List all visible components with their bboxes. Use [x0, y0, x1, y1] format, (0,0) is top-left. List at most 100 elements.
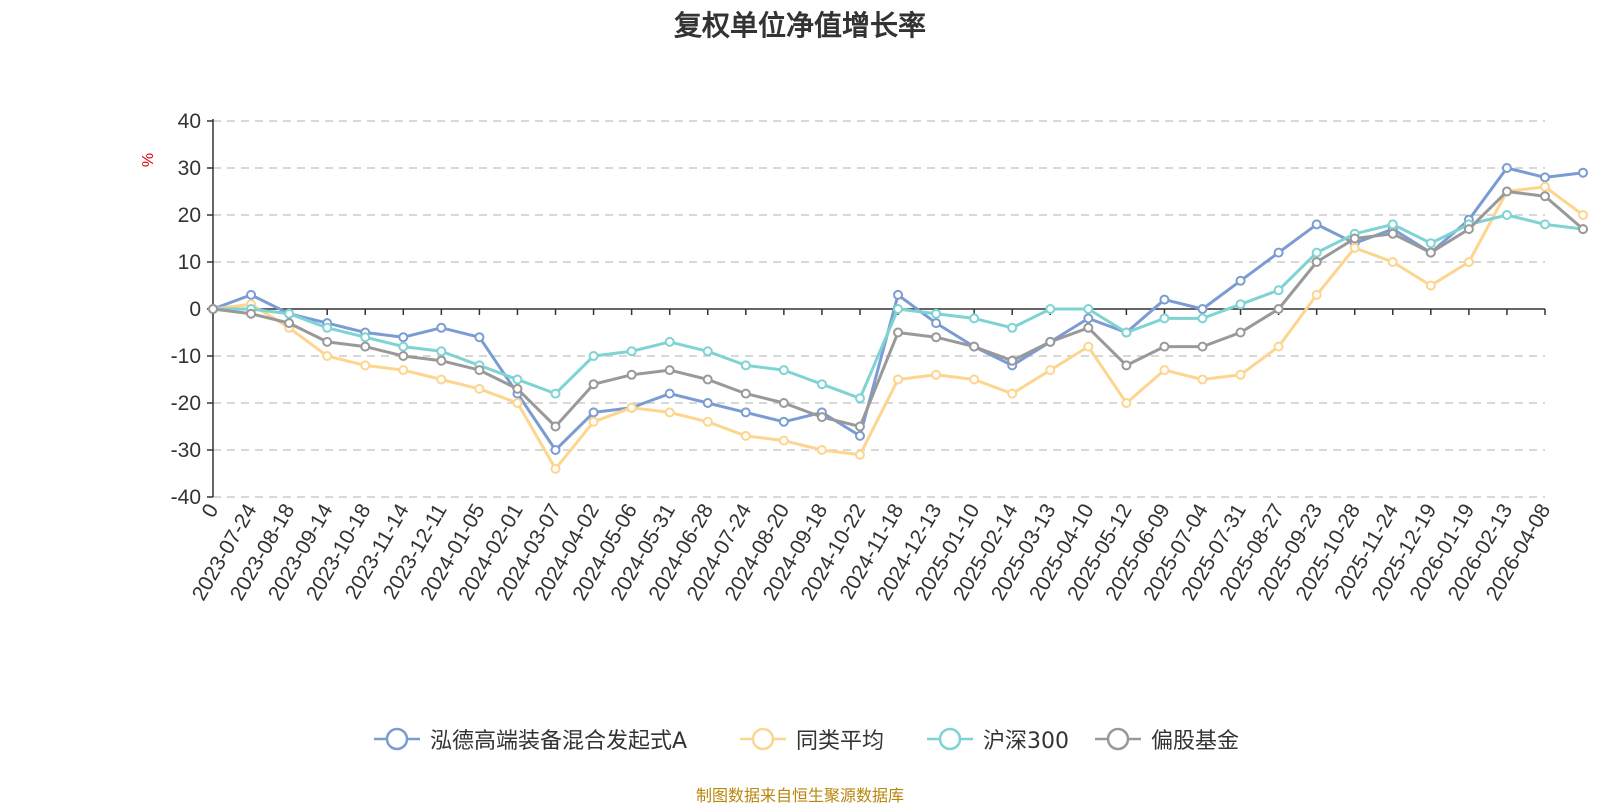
data-point — [360, 332, 371, 343]
data-point — [1083, 341, 1094, 352]
legend-item[interactable]: 同类平均 — [738, 722, 884, 756]
data-point — [816, 412, 827, 423]
data-point — [588, 407, 599, 418]
data-point — [284, 308, 295, 319]
data-point — [246, 308, 257, 319]
data-point — [1311, 289, 1322, 300]
y-tick-label: -10 — [171, 345, 201, 368]
data-point — [1235, 275, 1246, 286]
data-point — [1387, 228, 1398, 239]
series-lines — [208, 163, 1589, 474]
data-point — [512, 374, 523, 385]
data-point — [322, 322, 333, 333]
x-tick-label: 0 — [198, 500, 224, 522]
data-point — [322, 351, 333, 361]
data-point — [1045, 365, 1056, 376]
data-point — [740, 388, 751, 399]
data-point — [1045, 304, 1056, 314]
data-point — [893, 304, 904, 314]
data-point — [436, 355, 447, 366]
legend-symbol — [740, 727, 786, 751]
data-point — [1159, 365, 1170, 376]
legend-label: 泓德高端装备混合发起式A — [430, 729, 688, 754]
data-point — [512, 398, 523, 408]
data-point — [474, 365, 485, 376]
data-point — [550, 388, 561, 399]
legend-item[interactable]: 泓德高端装备混合发起式A — [372, 722, 687, 756]
data-point — [1425, 247, 1436, 258]
y-tick-label: 10 — [178, 251, 201, 274]
data-point — [208, 304, 218, 314]
data-point — [550, 445, 561, 455]
data-point — [664, 365, 675, 376]
data-point — [1159, 294, 1170, 305]
data-point — [1235, 299, 1246, 310]
data-point — [1387, 219, 1398, 230]
data-point — [1311, 247, 1322, 258]
y-tick-label: -40 — [171, 486, 201, 509]
data-point — [1045, 336, 1056, 347]
data-point — [1463, 257, 1474, 267]
data-point — [816, 379, 827, 390]
data-point — [1578, 224, 1589, 235]
y-tick-label: 20 — [178, 204, 201, 227]
data-point — [931, 308, 942, 319]
axes — [207, 119, 1546, 498]
data-point — [893, 374, 904, 385]
data-point — [436, 374, 447, 385]
data-point — [1501, 186, 1512, 197]
data-point — [588, 416, 599, 427]
data-point — [1235, 327, 1246, 338]
data-point — [854, 393, 865, 404]
legend-label: 同类平均 — [796, 729, 885, 754]
data-point — [398, 332, 409, 343]
data-point — [1311, 219, 1322, 230]
data-point — [1235, 369, 1246, 380]
data-point — [1540, 172, 1550, 183]
data-point — [550, 421, 561, 432]
data-point — [1083, 304, 1094, 314]
legend-label: 偏股基金 — [1151, 729, 1240, 754]
legend-symbol — [1095, 727, 1141, 751]
series-4 — [208, 186, 1589, 432]
data-point — [969, 341, 980, 352]
data-point — [1540, 219, 1550, 230]
series-2 — [208, 181, 1589, 474]
data-point — [1121, 360, 1132, 371]
data-point — [246, 289, 257, 300]
data-point — [1273, 247, 1284, 258]
data-point — [702, 374, 713, 385]
data-point — [1197, 304, 1208, 314]
data-point — [1501, 163, 1512, 173]
data-point — [1083, 313, 1094, 324]
y-axis-label: % — [140, 153, 157, 167]
data-point — [702, 346, 713, 357]
data-point — [626, 346, 637, 357]
data-point — [436, 346, 447, 357]
data-point — [664, 388, 675, 399]
data-point — [1197, 374, 1208, 385]
data-point — [436, 322, 447, 333]
y-tick-label: -30 — [171, 439, 201, 462]
data-point — [588, 351, 599, 361]
legend-item[interactable]: 偏股基金 — [1093, 722, 1239, 756]
data-point — [398, 351, 409, 361]
y-tick-label: 0 — [189, 298, 201, 321]
data-point — [702, 416, 713, 427]
data-point — [284, 318, 295, 329]
data-point — [1578, 210, 1589, 220]
legend-item[interactable]: 沪深300 — [925, 722, 1069, 756]
data-point — [626, 369, 637, 380]
x-tick-labels: 02023-07-242023-08-182023-09-142023-10-1… — [188, 500, 1556, 605]
data-point — [1311, 257, 1322, 267]
data-point — [931, 369, 942, 380]
data-point — [1007, 322, 1018, 333]
data-point — [1197, 313, 1208, 324]
data-point — [1273, 304, 1284, 314]
data-point — [778, 398, 789, 408]
data-point — [1007, 388, 1018, 399]
data-point — [1121, 398, 1132, 408]
data-point — [778, 435, 789, 446]
y-tick-label: 40 — [178, 110, 201, 133]
